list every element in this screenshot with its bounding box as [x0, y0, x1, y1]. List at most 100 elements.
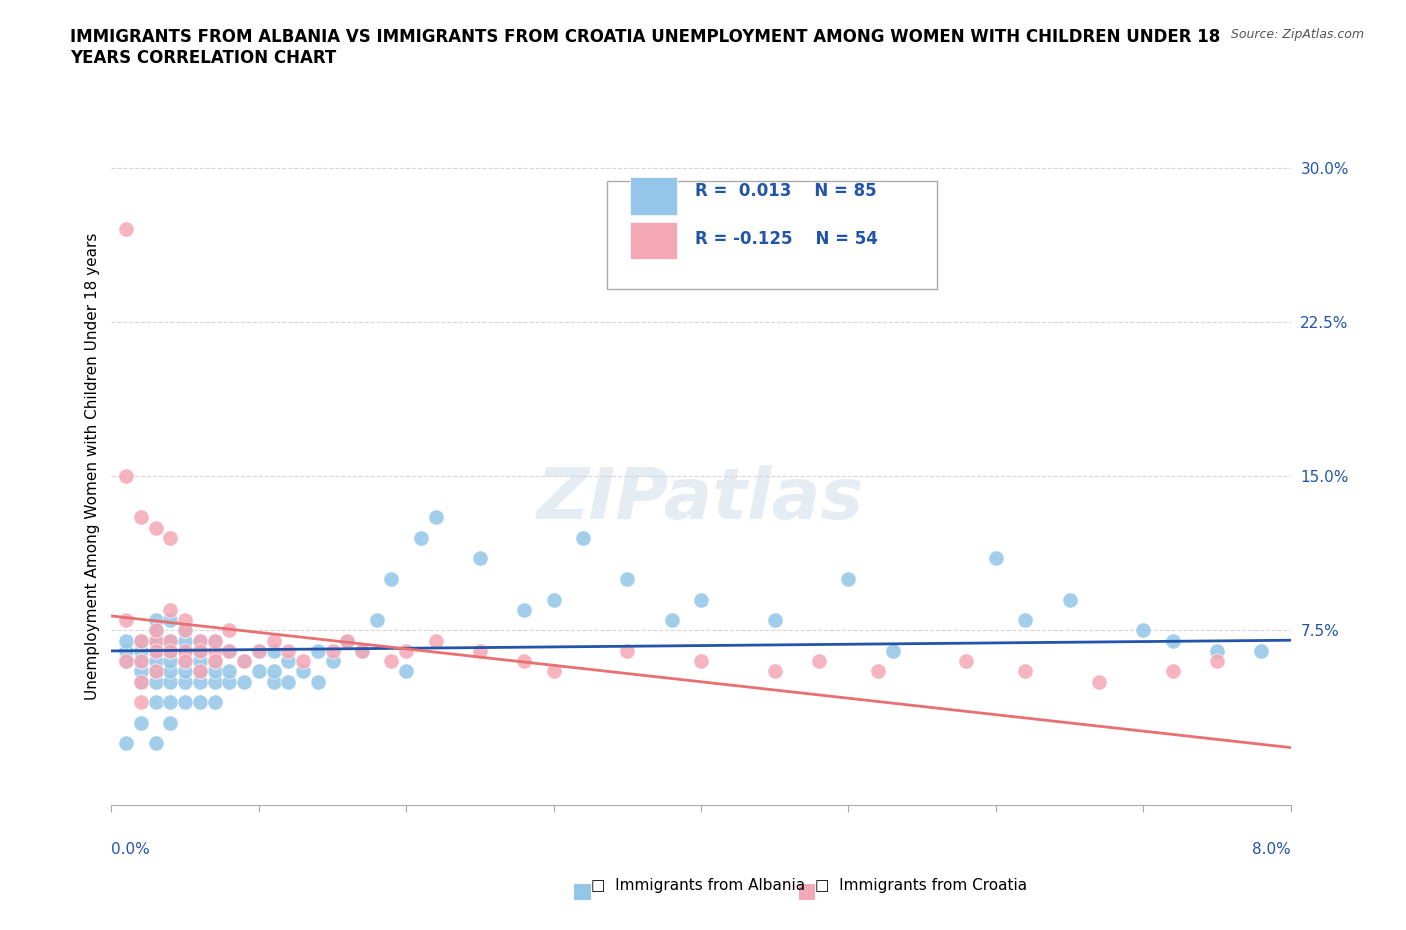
Point	[145, 633, 167, 648]
Point	[336, 633, 359, 648]
Point	[572, 530, 595, 545]
Point	[174, 623, 197, 638]
Point	[129, 664, 152, 679]
Point	[129, 633, 152, 648]
Point	[277, 674, 299, 689]
Point	[380, 654, 402, 669]
Text: R = -0.125    N = 54: R = -0.125 N = 54	[695, 230, 877, 247]
Point	[159, 644, 181, 658]
Point	[247, 644, 270, 658]
Point	[984, 551, 1007, 565]
Point	[159, 715, 181, 730]
Point	[129, 674, 152, 689]
Point	[188, 654, 211, 669]
Point	[395, 664, 418, 679]
Point	[336, 633, 359, 648]
Point	[145, 623, 167, 638]
Point	[115, 736, 138, 751]
Point	[307, 674, 329, 689]
Point	[115, 644, 138, 658]
Point	[425, 633, 447, 648]
Point	[263, 674, 285, 689]
Point	[1161, 664, 1184, 679]
Point	[188, 644, 211, 658]
Point	[263, 644, 285, 658]
Point	[395, 644, 418, 658]
Point	[807, 654, 830, 669]
Point	[129, 695, 152, 710]
Point	[145, 654, 167, 669]
Point	[263, 664, 285, 679]
Text: Source: ZipAtlas.com: Source: ZipAtlas.com	[1230, 28, 1364, 41]
Point	[188, 633, 211, 648]
Point	[174, 695, 197, 710]
Point	[690, 592, 713, 607]
Point	[188, 664, 211, 679]
Point	[145, 664, 167, 679]
Point	[188, 633, 211, 648]
Point	[661, 613, 683, 628]
Point	[763, 664, 786, 679]
Point	[247, 644, 270, 658]
Point	[188, 695, 211, 710]
Point	[837, 572, 859, 587]
Point	[145, 664, 167, 679]
Point	[115, 613, 138, 628]
Point	[218, 664, 240, 679]
Point	[159, 530, 181, 545]
Point	[188, 674, 211, 689]
Point	[955, 654, 977, 669]
Point	[115, 469, 138, 484]
Point	[145, 674, 167, 689]
Point	[129, 674, 152, 689]
Point	[204, 664, 226, 679]
Point	[204, 674, 226, 689]
Point	[1014, 613, 1036, 628]
Point	[233, 654, 256, 669]
Point	[218, 644, 240, 658]
Point	[129, 654, 152, 669]
Point	[263, 633, 285, 648]
Point	[1206, 644, 1229, 658]
Point	[204, 654, 226, 669]
Point	[1206, 654, 1229, 669]
Text: R =  0.013    N = 85: R = 0.013 N = 85	[695, 182, 877, 200]
Point	[145, 623, 167, 638]
Point	[145, 633, 167, 648]
Point	[174, 644, 197, 658]
Point	[543, 592, 565, 607]
Text: ZIPatlas: ZIPatlas	[537, 465, 865, 535]
Point	[174, 674, 197, 689]
FancyBboxPatch shape	[630, 221, 678, 259]
Point	[129, 510, 152, 525]
Point	[159, 674, 181, 689]
Point	[882, 644, 904, 658]
Point	[145, 695, 167, 710]
Text: 8.0%: 8.0%	[1251, 843, 1291, 857]
Y-axis label: Unemployment Among Women with Children Under 18 years: Unemployment Among Women with Children U…	[86, 232, 100, 699]
Point	[115, 654, 138, 669]
Point	[425, 510, 447, 525]
Point	[145, 736, 167, 751]
Point	[277, 644, 299, 658]
Point	[129, 633, 152, 648]
Point	[543, 664, 565, 679]
Point	[233, 654, 256, 669]
Point	[321, 644, 343, 658]
Point	[233, 674, 256, 689]
Point	[468, 551, 491, 565]
Text: □  Immigrants from Albania: □ Immigrants from Albania	[591, 878, 804, 893]
Point	[159, 633, 181, 648]
Point	[690, 654, 713, 669]
Point	[115, 222, 138, 237]
Point	[307, 644, 329, 658]
Point	[115, 654, 138, 669]
Point	[321, 654, 343, 669]
Point	[174, 623, 197, 638]
Point	[380, 572, 402, 587]
Point	[129, 654, 152, 669]
Point	[174, 654, 197, 669]
Point	[145, 644, 167, 658]
Point	[277, 654, 299, 669]
Point	[247, 664, 270, 679]
